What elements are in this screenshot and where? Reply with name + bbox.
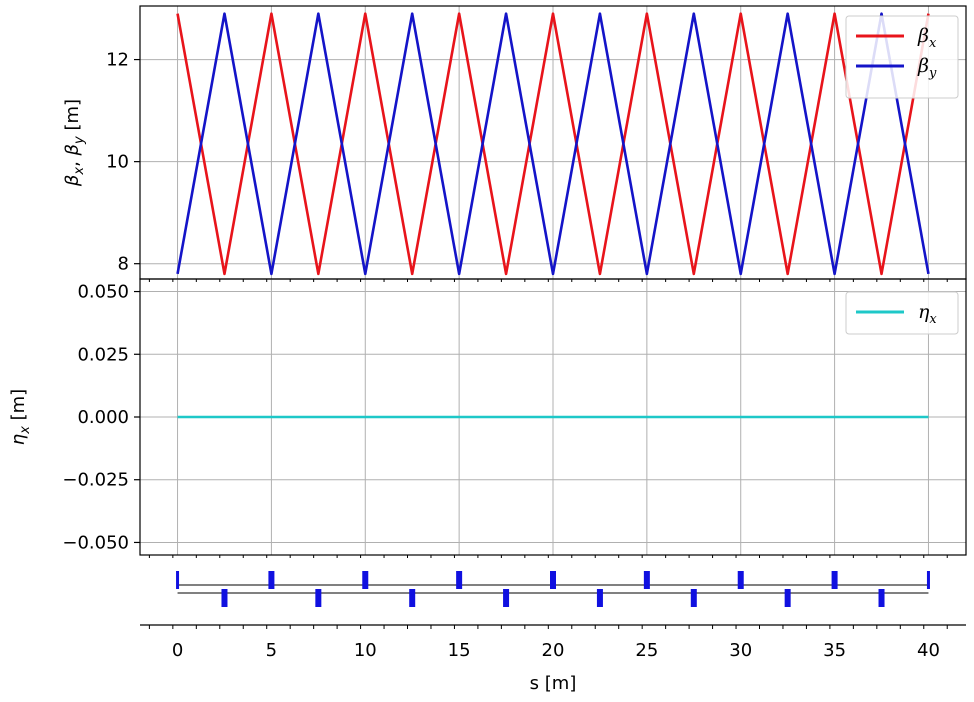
focusing-quadrupole — [737, 571, 744, 589]
defocusing-quadrupole — [784, 589, 791, 607]
dispersion-legend: ηx — [845, 291, 959, 335]
legend-label-beta-y: βy — [917, 55, 937, 81]
eta-ylabel-sub: x — [18, 426, 33, 435]
defocusing-quadrupole — [221, 589, 228, 607]
s-axis-tick-label: 5 — [266, 640, 277, 661]
beta-legend: βx βy — [845, 15, 959, 99]
defocusing-quadrupole — [315, 589, 322, 607]
defocusing-quadrupole — [409, 589, 416, 607]
s-axis-tick-label: 40 — [917, 640, 940, 661]
defocusing-quadrupole — [690, 589, 697, 607]
focusing-quadrupole — [550, 571, 556, 589]
beta-legend-box — [845, 15, 959, 99]
legend-label-eta-x: ηx — [918, 301, 937, 327]
beta-ylabel-sub-y: y — [72, 136, 87, 145]
beta-grid — [140, 6, 966, 279]
s-axis-tick-label: 10 — [354, 640, 377, 661]
beta-y-ticks: 8 10 12 — [106, 50, 140, 275]
focusing-quadrupole — [643, 571, 650, 589]
defocusing-quadrupole — [503, 589, 510, 607]
beta-lines — [176, 12, 930, 276]
dispersion-y-tick-label: 0.050 — [77, 282, 129, 303]
beta-y-tick-label: 12 — [106, 50, 129, 71]
s-axis-tick-label: 15 — [448, 640, 471, 661]
dispersion-y-ticks: −0.050 −0.025 0.000 0.025 0.050 — [62, 282, 140, 553]
legend-label-beta-x: βx — [917, 25, 937, 51]
dispersion-axes-frame — [139, 278, 967, 556]
beta-ylabel-symbol-y: β — [62, 144, 83, 157]
focusing-quadrupole — [926, 571, 930, 589]
focusing-quadrupole — [456, 571, 463, 589]
dispersion-panel: −0.050 −0.025 0.000 0.025 0.050 ηx [m] ηx — [8, 278, 967, 558]
dispersion-y-axis-label: ηx [m] — [8, 389, 33, 445]
beta-ylabel-symbol-x: β — [62, 175, 83, 188]
defocusing-quadrupole — [878, 589, 885, 607]
dispersion-y-tick-label: −0.050 — [62, 532, 129, 553]
series-beta-x — [176, 12, 930, 276]
s-axis: 0 5 10 15 20 25 30 35 40 — [140, 624, 966, 661]
beta-ylabel-sub-x: x — [72, 167, 87, 176]
s-axis-tick-label: 30 — [729, 640, 752, 661]
focusing-quadrupole — [831, 571, 838, 589]
defocusing-quadrupole — [596, 589, 603, 607]
lattice-layout — [176, 571, 930, 607]
x-axis-label: s [m] — [530, 673, 577, 694]
eta-ylabel-unit: [m] — [8, 389, 29, 426]
beta-y-axis-label: βx, βy [m] — [62, 99, 87, 187]
dispersion-y-tick-label: 0.000 — [77, 407, 129, 428]
s-axis-tick-label: 25 — [635, 640, 658, 661]
focusing-quadrupole — [362, 571, 369, 589]
beta-y-tick-label: 8 — [118, 254, 129, 275]
beta-y-tick-label: 10 — [106, 152, 129, 173]
focusing-quadrupole — [268, 571, 275, 589]
s-axis-tick-label: 0 — [172, 640, 183, 661]
focusing-quadrupole — [176, 571, 180, 589]
dispersion-y-tick-label: −0.025 — [62, 470, 129, 491]
s-axis-tick-label: 20 — [542, 640, 565, 661]
beta-ylabel-comma: , — [62, 155, 83, 166]
eta-ylabel-symbol: η — [8, 434, 29, 445]
dispersion-y-tick-label: 0.025 — [77, 344, 129, 365]
s-axis-tick-label: 35 — [823, 640, 846, 661]
series-beta-y — [176, 12, 930, 276]
beta-ylabel-unit: [m] — [62, 99, 83, 136]
